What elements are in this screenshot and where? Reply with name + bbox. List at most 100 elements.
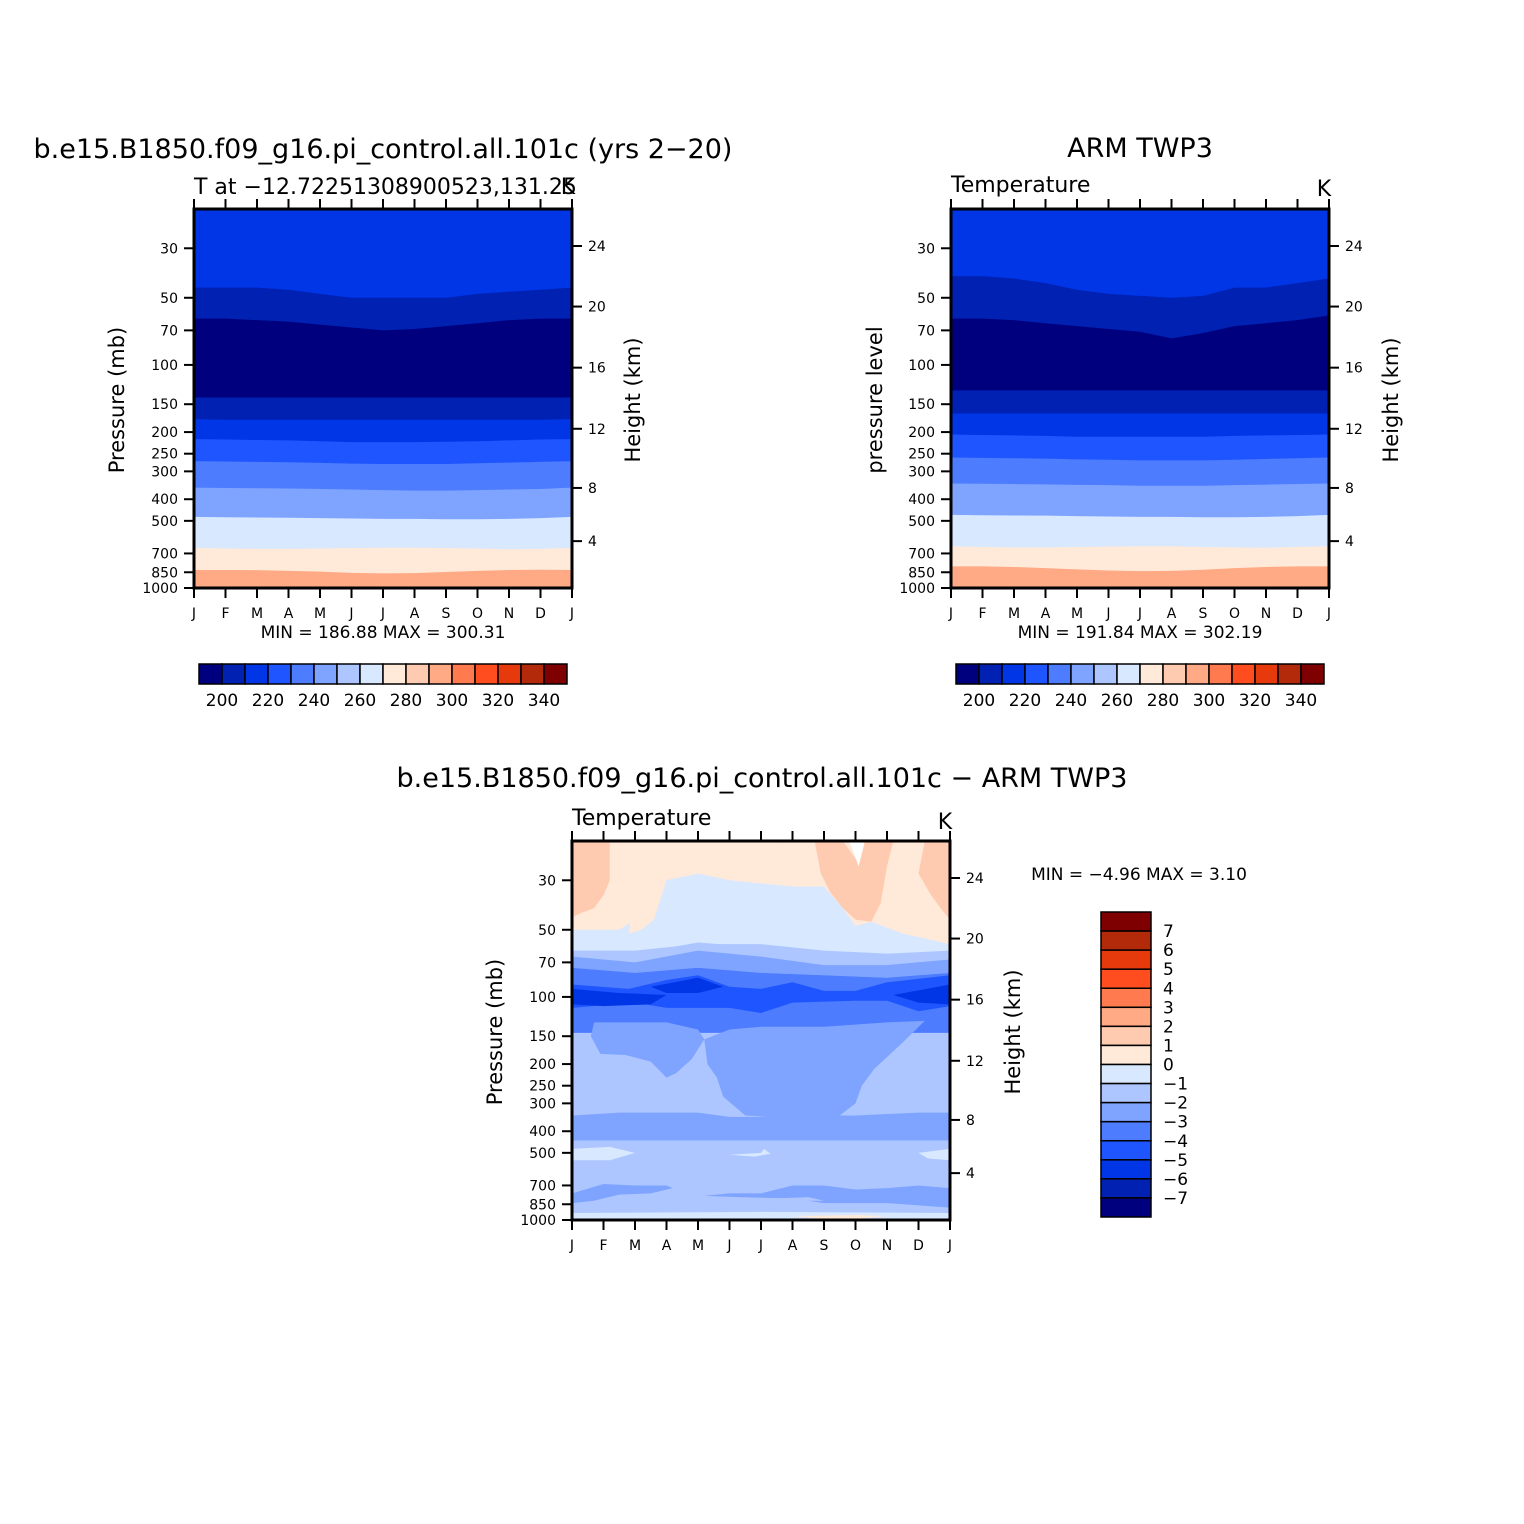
panel-1-xtick-label: J [569, 606, 574, 622]
panel-1-colorbar-box [198, 663, 223, 685]
panel-1-ytick-label: 700 [151, 546, 178, 562]
panel-3-difference-region [704, 1185, 950, 1208]
panel-2-xtick-label: M [1071, 606, 1083, 622]
panel-3-colorbar-label: −3 [1163, 1113, 1188, 1133]
panel-3-difference-region [572, 1112, 950, 1141]
panel-2-ytick-label: 30 [917, 241, 935, 257]
panel-3-xtick-label: F [599, 1238, 607, 1254]
panel-2-units: K [1317, 177, 1332, 202]
panel-1-ytick-right-label: 20 [588, 300, 606, 316]
panel-2-colorbar-label: 280 [1147, 691, 1179, 711]
panel-3-colorbar-label: −1 [1163, 1075, 1188, 1095]
panel-1-ytick-right-label: 12 [588, 422, 606, 438]
panel-3-ytick-label: 700 [529, 1178, 556, 1194]
panel-3-difference-region [572, 841, 610, 918]
panel-1-ytick-label: 300 [151, 464, 178, 480]
panel-3-colorbar-box [1100, 1025, 1152, 1047]
panel-2-colorbar-box [1277, 663, 1302, 685]
panel-2-ytick-label: 300 [908, 464, 935, 480]
panel-3-difference-region [650, 977, 724, 993]
panel-2-xtick-label: J [1326, 606, 1331, 622]
panel-3-difference-region [704, 1020, 925, 1119]
panel-3-ytick-right-label: 12 [966, 1054, 984, 1070]
panel-2-ytick-label: 70 [917, 323, 935, 339]
panel-1-colorbar-box [313, 663, 338, 685]
panel-3-xtick-label: J [569, 1238, 574, 1254]
panel-1-colorbar-label: 240 [298, 691, 330, 711]
panel-3-ytick-label: 500 [529, 1146, 556, 1162]
panel-3-ytick-label: 70 [538, 955, 556, 971]
panel-1-ytick-label: 30 [160, 241, 178, 257]
panel-2-xtick-label: A [1041, 606, 1051, 622]
panel-3-ytick-label: 300 [529, 1096, 556, 1112]
panel-3-xtick-label: D [913, 1238, 924, 1254]
panel-2-colorbar-label: 340 [1285, 691, 1317, 711]
panel-3-ytick-label: 100 [529, 990, 556, 1006]
panel-1-ytick-right-label: 4 [588, 534, 597, 550]
panel-2-colorbar-box [1093, 663, 1118, 685]
panel-2-colorbar-box [1070, 663, 1095, 685]
panel-1-xtick-label: F [221, 606, 229, 622]
panel-1-xtick-label: D [535, 606, 546, 622]
panel-2-ytick-label: 150 [908, 397, 935, 413]
panel-3-minmax: MIN = −4.96 MAX = 3.10 [1031, 865, 1247, 885]
panel-2-ytick-right-label: 16 [1345, 361, 1363, 377]
panel-1-colorbar-box [221, 663, 246, 685]
panel-3-difference-region [918, 841, 950, 920]
panel-2-colorbar-box [1001, 663, 1026, 685]
panel-1-xtick-label: O [472, 606, 483, 622]
panel-2-colorbar: 200 220 240 260 280 300 320 340 [955, 663, 1325, 711]
panel-2-xtick-label: J [1137, 606, 1142, 622]
panel-1-ytick-right-label: 24 [588, 239, 606, 255]
panel-2-minmax: MIN = 191.84 MAX = 302.19 [1018, 623, 1263, 643]
panel-2-colorbar-box [1139, 663, 1164, 685]
panel-2-title: ARM TWP3 [1067, 133, 1213, 164]
panel-3-colorbar-label: 1 [1163, 1036, 1174, 1056]
panel-1-colorbar-box [474, 663, 499, 685]
panel-1-ytick-right-label: 16 [588, 361, 606, 377]
panel-2-xtick-label: J [1105, 606, 1110, 622]
panel-3-ytick-label: 50 [538, 923, 556, 939]
panel-1-xtick-label: N [504, 606, 514, 622]
panel-difference: b.e15.B1850.f09_g16.pi_control.all.101c … [397, 763, 1247, 1254]
panel-3-colorbar-box [1100, 1140, 1152, 1161]
panel-3-xtick-label: S [820, 1238, 829, 1254]
panel-3-difference-region [572, 988, 667, 1007]
panel-1-colorbar-box [451, 663, 476, 685]
panel-1-colorbar-box [382, 663, 407, 685]
panel-1-colorbar-box [497, 663, 522, 685]
panel-1-colorbar-label: 340 [528, 691, 560, 711]
panel-2-colorbar-box [1024, 663, 1049, 685]
panel-1-ylabel-right: Height (km) [621, 337, 645, 462]
panel-1-xtick-label: M [314, 606, 326, 622]
panel-3-difference-region [628, 841, 793, 934]
panel-3-colorbar-box [1100, 1006, 1152, 1028]
panel-2-colorbar-box [1162, 663, 1187, 685]
panel-3-colorbar-box [1100, 1044, 1152, 1066]
panel-3-colorbar-label: 7 [1163, 922, 1174, 942]
panel-1-xtick-label: A [410, 606, 420, 622]
panel-1-xtick-label: J [380, 606, 385, 622]
panel-2-colorbar-label: 300 [1193, 691, 1225, 711]
panel-3-colorbar-box [1100, 930, 1152, 951]
panel-3-colorbar-box [1100, 949, 1152, 970]
panel-3-xtick-label: A [662, 1238, 672, 1254]
panel-2-colorbar-label: 320 [1239, 691, 1271, 711]
panel-1-colorbar-box [336, 663, 361, 685]
panel-1-ytick-label: 150 [151, 397, 178, 413]
panel-1-ylabel: Pressure (mb) [105, 327, 129, 474]
panel-1-colorbar-label: 320 [482, 691, 514, 711]
panel-3-colorbar-box [1100, 1082, 1152, 1104]
panel-3-difference-region [849, 841, 865, 867]
panel-1-colorbar-box [405, 663, 430, 685]
panel-1-ytick-label: 100 [151, 358, 178, 374]
panel-3-difference-region [590, 1022, 705, 1078]
panel-3-ytick-label: 30 [538, 873, 556, 889]
panel-1-colorbar-label: 200 [206, 691, 238, 711]
panel-2-temperature-band [951, 209, 1329, 298]
panel-3-colorbar-box [1100, 987, 1152, 1009]
panel-2-ytick-label: 250 [908, 447, 935, 463]
panel-1-ytick-label: 850 [151, 565, 178, 581]
